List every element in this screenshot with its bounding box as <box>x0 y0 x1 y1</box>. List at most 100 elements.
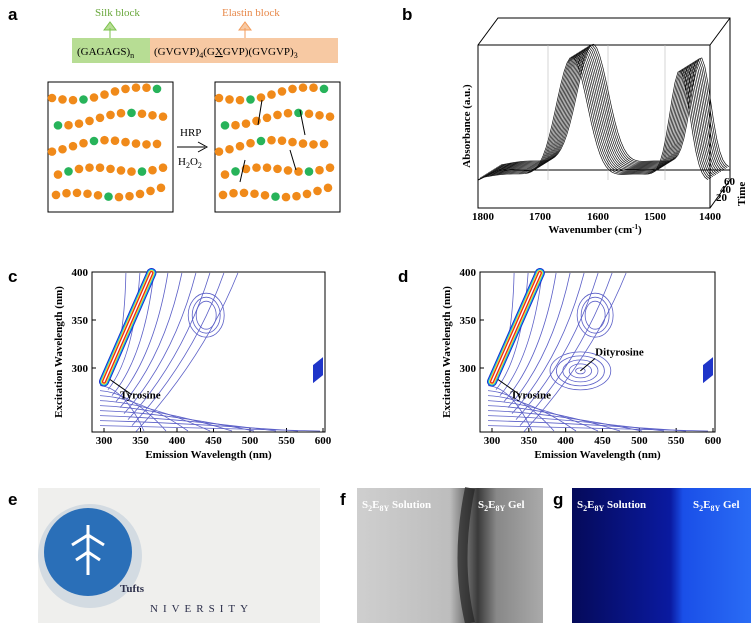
bead <box>95 113 105 123</box>
bead <box>125 191 134 201</box>
bead <box>277 136 287 145</box>
gel-edge <box>457 486 475 623</box>
solution-label: S2E8Y Solution <box>577 499 646 513</box>
spectrum <box>487 51 717 175</box>
bead <box>110 87 120 96</box>
x-axis-title: Emission Wavelength (nm) <box>534 449 661 461</box>
contour <box>487 400 599 432</box>
bead <box>100 90 109 99</box>
bead <box>235 141 245 151</box>
bead <box>135 189 145 199</box>
bead <box>85 163 94 172</box>
bead <box>302 189 312 199</box>
crosslink <box>289 149 297 171</box>
panel-d: 300 350 400 450 500 550 600 400 350 300 Emission W… <box>441 267 722 461</box>
logo-subtext: NIVERSITY <box>150 603 253 615</box>
bead <box>58 95 67 104</box>
bead <box>214 147 224 156</box>
seal-emblem <box>71 525 105 575</box>
bead <box>142 83 151 93</box>
contour <box>568 363 593 379</box>
contour <box>191 296 221 334</box>
contour <box>99 410 255 432</box>
x-tick-label: 350 <box>132 435 149 447</box>
contour <box>507 272 571 408</box>
contour <box>99 400 211 432</box>
x-tick-label: 450 <box>594 435 611 447</box>
x-tick-label: 600 <box>315 435 332 447</box>
bead <box>218 190 228 200</box>
bead <box>256 136 266 146</box>
bead <box>292 191 301 201</box>
elastin-label: Elastin block <box>222 7 280 19</box>
polymer-chains <box>47 83 335 202</box>
bead <box>304 167 314 176</box>
bead <box>309 83 318 93</box>
spectra <box>479 43 730 180</box>
time-tick-label: 60 <box>724 176 736 188</box>
bead <box>79 138 88 148</box>
bead <box>267 135 276 145</box>
panel-f: S2E8Y Solution S2E8Y Gel <box>357 486 543 623</box>
bead <box>283 166 293 175</box>
bead <box>95 163 105 173</box>
bead <box>325 163 335 172</box>
panel-label: f <box>340 490 346 509</box>
x-tick-label: 1800 <box>472 211 495 223</box>
y-axis-title: Excitation Wavelength (nm) <box>441 286 453 418</box>
bead <box>294 167 303 176</box>
bead <box>283 108 293 118</box>
spectrum <box>481 55 710 179</box>
bead <box>47 147 57 156</box>
bead <box>137 109 147 119</box>
oxidant: H2O2 <box>178 156 202 170</box>
bead <box>148 110 157 120</box>
contour <box>187 292 225 338</box>
bead <box>231 120 240 130</box>
contour <box>487 420 687 432</box>
bead <box>53 121 63 130</box>
bead <box>273 110 282 120</box>
bead <box>89 93 99 102</box>
bead <box>220 121 230 130</box>
bead <box>271 192 280 201</box>
elastin-sequence: (GVGVP)4(GXGVP)(GVGVP)3 <box>154 46 298 60</box>
contour <box>131 272 225 426</box>
contour <box>99 405 233 432</box>
bead <box>281 192 291 202</box>
spectrum <box>491 49 720 173</box>
x-axis-title: Wavenumber (cm-1) <box>548 223 642 236</box>
bead <box>246 138 255 148</box>
spectrum <box>484 53 714 177</box>
panel-b: Absorbance (a.u.) 1800 1700 1600 1500 14… <box>461 17 748 236</box>
bead <box>114 192 124 202</box>
box-after <box>214 81 341 213</box>
bead <box>267 90 276 99</box>
bead <box>250 189 259 199</box>
bead <box>106 110 115 120</box>
bead <box>239 188 249 198</box>
contour <box>515 272 599 420</box>
x-tick-label: 1600 <box>587 211 610 223</box>
spectrum <box>495 46 725 170</box>
crosslink <box>299 109 306 136</box>
contour <box>487 395 577 432</box>
bead <box>231 167 240 176</box>
contour <box>487 405 621 432</box>
contour <box>99 425 321 432</box>
spectrum <box>494 47 723 171</box>
bead <box>225 144 234 154</box>
bead <box>79 95 88 104</box>
bead <box>319 139 329 149</box>
bead <box>72 188 82 198</box>
bead <box>256 93 266 102</box>
crosslink <box>239 159 246 183</box>
elastin-arrow <box>238 21 252 38</box>
x-tick-label: 600 <box>705 435 722 447</box>
pointer <box>497 379 521 396</box>
bead <box>58 144 67 154</box>
bead <box>309 140 318 149</box>
contour <box>556 355 605 387</box>
contour <box>99 395 189 432</box>
